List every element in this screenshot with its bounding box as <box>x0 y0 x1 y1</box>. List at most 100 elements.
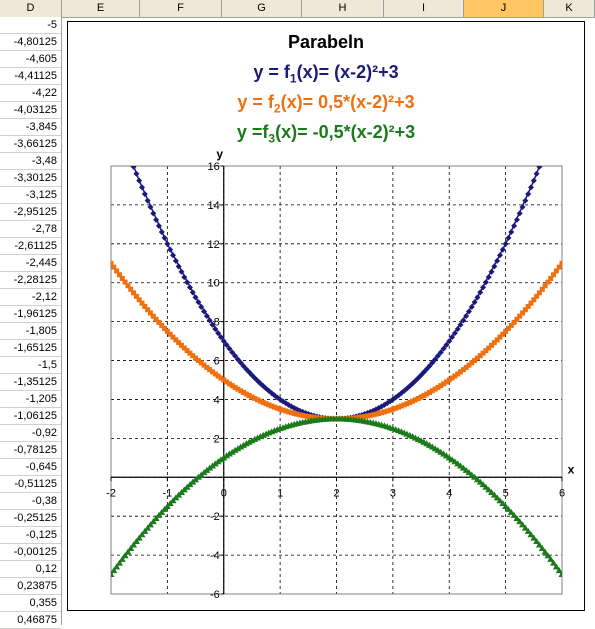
cell-d[interactable]: -5 <box>0 17 61 34</box>
series-2-marker <box>229 383 235 389</box>
series-2-marker <box>111 264 117 270</box>
series-1-marker <box>457 321 464 328</box>
y-tick-label: 2 <box>214 433 220 445</box>
cell-d[interactable]: -0,125 <box>0 527 61 544</box>
series-2-marker <box>173 337 179 343</box>
series-2-marker <box>404 401 410 407</box>
title-line-f1: y = f1(x)= (x-2)²+3 <box>253 62 399 86</box>
series-2-marker <box>410 398 416 404</box>
series-2-marker <box>243 391 249 397</box>
series-3-marker <box>533 537 541 544</box>
cell-d[interactable]: -1,65125 <box>0 340 61 357</box>
series-2-marker <box>218 375 224 381</box>
cell-d[interactable]: -4,80125 <box>0 34 61 51</box>
series-2-marker <box>209 369 215 375</box>
series-2-marker <box>207 367 213 373</box>
column-header-e[interactable]: E <box>62 0 140 17</box>
cell-d[interactable]: -1,205 <box>0 391 61 408</box>
cell-d[interactable]: -4,22 <box>0 85 61 102</box>
series-1-marker <box>178 268 185 275</box>
series-3-marker <box>155 511 163 518</box>
series-1-marker <box>508 228 515 235</box>
series-2-marker <box>201 362 207 368</box>
series-1-marker <box>167 246 174 253</box>
cell-d[interactable]: -2,95125 <box>0 204 61 221</box>
series-1-marker <box>468 303 475 310</box>
series-2-marker <box>294 411 300 417</box>
column-header-h[interactable]: H <box>302 0 384 17</box>
cell-d[interactable]: -4,03125 <box>0 102 61 119</box>
cell-d[interactable]: -1,96125 <box>0 306 61 323</box>
series-2-marker <box>455 371 461 377</box>
series-2-marker <box>438 383 444 389</box>
series-2-marker <box>156 319 162 325</box>
series-1-marker <box>155 222 162 229</box>
series-2-marker <box>435 384 441 390</box>
column-header-g[interactable]: G <box>222 0 302 17</box>
series-2-marker <box>522 307 528 313</box>
cell-d[interactable]: -3,48 <box>0 153 61 170</box>
series-1-marker <box>220 338 227 345</box>
y-tick-label: 16 <box>208 161 220 173</box>
series-1-marker <box>437 349 444 356</box>
cell-d[interactable]: -2,445 <box>0 255 61 272</box>
series-3-marker <box>552 563 560 570</box>
cell-d[interactable]: -0,25125 <box>0 510 61 527</box>
cell-d[interactable]: -0,92 <box>0 425 61 442</box>
column-header-f[interactable]: F <box>140 0 222 17</box>
series-2-marker <box>370 412 376 418</box>
series-2-marker <box>167 331 173 337</box>
cell-d[interactable]: 0,355 <box>0 595 61 612</box>
cell-d[interactable]: -0,645 <box>0 459 61 476</box>
series-3-marker <box>555 567 562 574</box>
series-2-marker <box>159 322 165 328</box>
series-3-marker <box>490 491 498 498</box>
series-1-marker <box>139 184 146 191</box>
cell-d[interactable]: -2,12 <box>0 289 61 306</box>
cell-d[interactable]: -0,51125 <box>0 476 61 493</box>
cell-d[interactable]: -3,30125 <box>0 170 61 187</box>
cell-d[interactable]: -4,605 <box>0 51 61 68</box>
cell-d[interactable]: -0,00125 <box>0 544 61 561</box>
cell-d[interactable]: -0,38 <box>0 493 61 510</box>
series-2-marker <box>542 283 548 289</box>
column-header-j[interactable]: J <box>464 0 544 17</box>
cell-d[interactable]: 0,23875 <box>0 578 61 595</box>
series-2-marker <box>190 353 196 359</box>
series-2-marker <box>472 358 478 364</box>
chart-area[interactable]: Parabeln y = f1(x)= (x-2)²+3 y = f2(x)= … <box>67 21 585 611</box>
cell-d[interactable]: -1,35125 <box>0 374 61 391</box>
x-tick-label: -2 <box>106 487 116 499</box>
cell-d[interactable]: -4,41125 <box>0 68 61 85</box>
cell-d[interactable]: -0,78125 <box>0 442 61 459</box>
cell-d[interactable]: -2,61125 <box>0 238 61 255</box>
series-3-marker <box>541 548 549 555</box>
series-2-marker <box>528 300 534 306</box>
column-header-k[interactable]: K <box>544 0 595 17</box>
cell-d[interactable]: 0,12 <box>0 561 61 578</box>
x-tick-label: 6 <box>559 487 565 499</box>
series-2-marker <box>460 367 466 373</box>
x-tick-label: 1 <box>277 487 283 499</box>
column-header-i[interactable]: I <box>384 0 464 17</box>
cell-d[interactable]: -1,5 <box>0 357 61 374</box>
title-line-f2: y = f2(x)= 0,5*(x-2)²+3 <box>237 92 415 116</box>
cell-d[interactable]: -2,78 <box>0 221 61 238</box>
cell-d[interactable]: -3,125 <box>0 187 61 204</box>
cell-d[interactable]: -3,845 <box>0 119 61 136</box>
series-3-marker <box>146 521 154 528</box>
series-2-marker <box>204 364 210 370</box>
series-3-marker <box>152 515 160 522</box>
cell-d[interactable]: -3,66125 <box>0 136 61 153</box>
series-2-marker <box>387 407 393 413</box>
column-header-d[interactable]: D <box>0 0 62 17</box>
series-1-marker <box>198 303 205 310</box>
cell-d[interactable]: -1,805 <box>0 323 61 340</box>
cell-d[interactable]: -2,28125 <box>0 272 61 289</box>
series-2-marker <box>443 379 449 385</box>
series-3-marker <box>535 541 543 548</box>
cell-d[interactable]: -1,06125 <box>0 408 61 425</box>
cell-d[interactable]: 0,46875 <box>0 612 61 629</box>
series-1-marker <box>172 257 179 264</box>
series-2-marker <box>548 275 554 281</box>
